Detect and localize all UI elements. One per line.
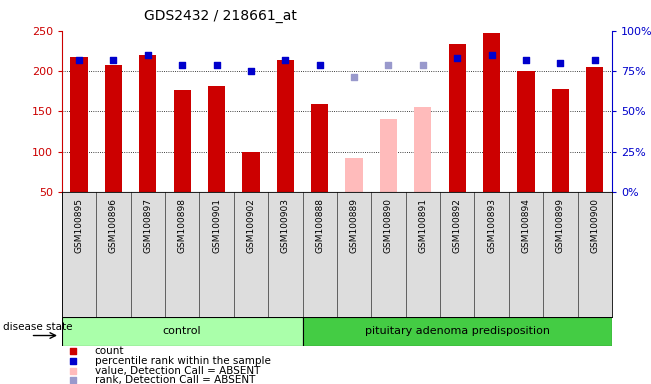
Point [143, 52, 153, 58]
Point [68, 367, 78, 374]
Bar [483, 33, 500, 192]
Bar [311, 104, 328, 192]
Bar [380, 119, 397, 192]
Point [452, 55, 462, 61]
Bar [414, 106, 432, 192]
Bar [70, 56, 88, 192]
Point [68, 348, 78, 354]
Point [521, 57, 531, 63]
Text: GSM100903: GSM100903 [281, 198, 290, 253]
Text: count: count [95, 346, 124, 356]
Bar [303, 317, 612, 346]
Text: GSM100891: GSM100891 [419, 198, 427, 253]
Point [418, 61, 428, 68]
Point [108, 57, 118, 63]
Point [486, 52, 497, 58]
Text: GSM100889: GSM100889 [350, 198, 359, 253]
Bar [105, 65, 122, 192]
Point [177, 61, 187, 68]
Bar [380, 119, 397, 192]
Text: GSM100892: GSM100892 [452, 198, 462, 253]
Bar [208, 86, 225, 192]
Text: GSM100902: GSM100902 [247, 198, 255, 253]
Point [555, 60, 566, 66]
Text: percentile rank within the sample: percentile rank within the sample [95, 356, 271, 366]
Text: rank, Detection Call = ABSENT: rank, Detection Call = ABSENT [95, 375, 255, 384]
Bar [242, 152, 260, 192]
Bar [518, 71, 534, 192]
Bar [277, 60, 294, 192]
Text: GDS2432 / 218661_at: GDS2432 / 218661_at [145, 9, 298, 23]
Bar [449, 44, 466, 192]
Point [68, 358, 78, 364]
Text: GSM100900: GSM100900 [590, 198, 600, 253]
Text: GSM100897: GSM100897 [143, 198, 152, 253]
Text: GSM100893: GSM100893 [487, 198, 496, 253]
Point [212, 61, 222, 68]
Text: pituitary adenoma predisposition: pituitary adenoma predisposition [365, 326, 549, 336]
Bar [174, 89, 191, 192]
Text: GSM100888: GSM100888 [315, 198, 324, 253]
Text: GSM100890: GSM100890 [384, 198, 393, 253]
Text: GSM100896: GSM100896 [109, 198, 118, 253]
Text: GSM100895: GSM100895 [74, 198, 83, 253]
Text: GSM100899: GSM100899 [556, 198, 565, 253]
Bar [139, 55, 156, 192]
Text: value, Detection Call = ABSENT: value, Detection Call = ABSENT [95, 366, 260, 376]
Text: disease state: disease state [3, 322, 73, 332]
Point [74, 57, 84, 63]
Bar [552, 89, 569, 192]
Bar [62, 317, 303, 346]
Bar [346, 158, 363, 192]
Point [245, 68, 256, 74]
Point [590, 57, 600, 63]
Point [349, 74, 359, 81]
Text: GSM100894: GSM100894 [521, 198, 531, 253]
Point [68, 377, 78, 383]
Bar [586, 67, 603, 192]
Point [280, 57, 290, 63]
Bar [414, 106, 432, 192]
Text: control: control [163, 326, 202, 336]
Point [383, 61, 394, 68]
Text: GSM100901: GSM100901 [212, 198, 221, 253]
Text: GSM100898: GSM100898 [178, 198, 187, 253]
Point [314, 61, 325, 68]
